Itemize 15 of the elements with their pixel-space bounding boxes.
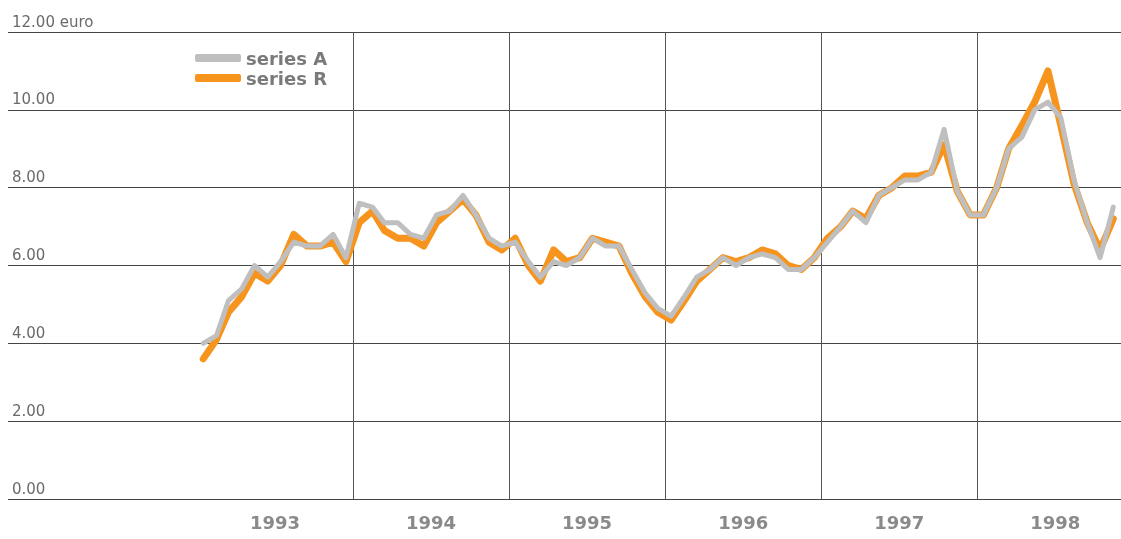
x-tick-label: 1993 [249,511,301,533]
y-tick-label: 0.00 [12,479,46,498]
x-tick-label: 1996 [718,511,769,533]
x-tick-label: 1998 [1030,511,1081,533]
x-tick-label: 1994 [405,511,457,533]
legend-label: series A [246,47,328,69]
y-tick-label: 4.00 [12,323,46,342]
y-tick-label: 8.00 [12,168,46,187]
x-tick-label: 1995 [561,511,612,533]
y-tick-label: 10.00 [12,90,55,109]
y-tick-label: 12.00 euro [12,12,94,31]
x-tick-label: 1997 [874,511,925,533]
y-tick-label: 2.00 [12,401,46,420]
y-tick-label: 6.00 [12,246,46,264]
legend-label: series R [246,67,328,89]
